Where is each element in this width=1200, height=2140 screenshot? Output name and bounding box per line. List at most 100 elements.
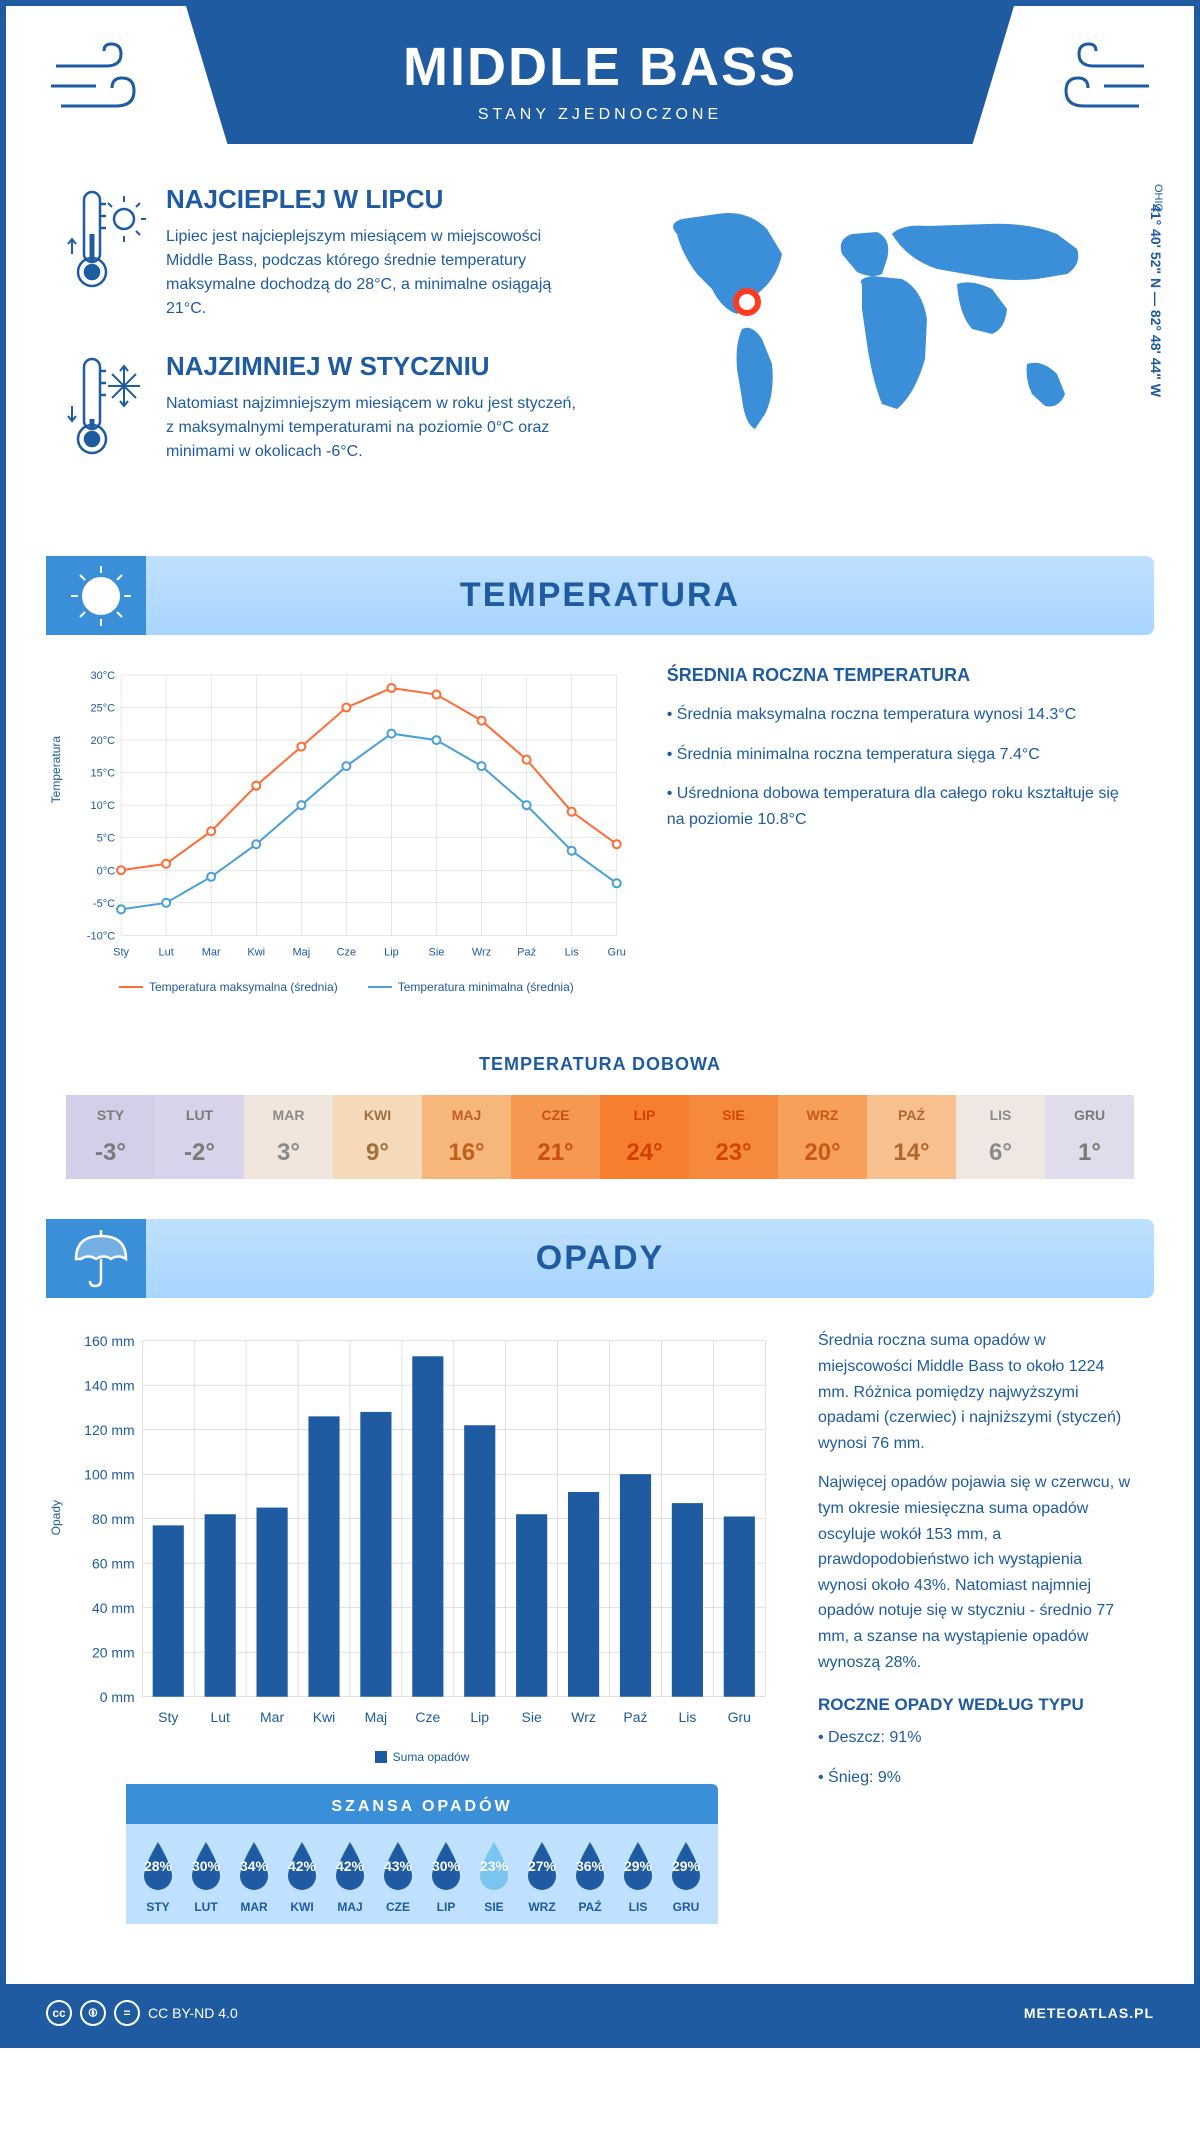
svg-text:5°C: 5°C [97,833,116,845]
svg-text:160 mm: 160 mm [84,1333,134,1349]
daily-cell: WRZ20° [778,1095,867,1179]
section-title-precipitation: OPADY [46,1239,1154,1278]
summary-item: • Średnia maksymalna roczna temperatura … [667,702,1134,728]
daily-cell: LIP24° [600,1095,689,1179]
drop-item: 30%LUT [184,1838,228,1914]
drop-item: 28%STY [136,1838,180,1914]
svg-text:Sty: Sty [158,1710,178,1726]
daily-cell: SIE23° [689,1095,778,1179]
temp-summary-heading: ŚREDNIA ROCZNA TEMPERATURA [667,665,1134,686]
drop-item: 36%PAŹ [568,1838,612,1914]
summary-item: • Średnia minimalna roczna temperatura s… [667,742,1134,768]
svg-text:Paź: Paź [517,946,536,958]
svg-text:60 mm: 60 mm [92,1556,135,1572]
svg-text:Wrz: Wrz [571,1710,596,1726]
page-subtitle: STANY ZJEDNOCZONE [186,106,1014,124]
cc-icon: cc [46,2000,72,2026]
sun-icon [66,561,136,631]
svg-text:Kwi: Kwi [313,1710,336,1726]
svg-text:Cze: Cze [337,946,357,958]
daily-cell: MAJ16° [422,1095,511,1179]
daily-cell: PAŹ14° [867,1095,956,1179]
fact-hot-title: NAJCIEPLEJ W LIPCU [166,184,580,215]
svg-text:Mar: Mar [260,1710,284,1726]
fact-cold-text: Natomiast najzimniejszym miesiącem w rok… [166,392,580,464]
daily-cell: KWI9° [333,1095,422,1179]
wind-icon [1034,36,1154,126]
svg-text:Sty: Sty [113,946,129,958]
svg-text:Lut: Lut [210,1710,230,1726]
svg-text:Sie: Sie [522,1710,542,1726]
drop-item: 43%CZE [376,1838,420,1914]
daily-temp-table: STY-3°LUT-2°MAR3°KWI9°MAJ16°CZE21°LIP24°… [66,1095,1134,1179]
drop-item: 30%LIP [424,1838,468,1914]
license-text: CC BY-ND 4.0 [148,2005,238,2021]
svg-text:40 mm: 40 mm [92,1600,135,1616]
svg-text:-10°C: -10°C [87,930,115,942]
svg-text:Lis: Lis [678,1710,696,1726]
precipitation-chart: Opady 0 mm20 mm40 mm60 mm80 mm100 mm120 … [66,1328,778,1764]
precip-type-heading: ROCZNE OPADY WEDŁUG TYPU [818,1695,1134,1715]
svg-text:Mar: Mar [202,946,221,958]
world-map [620,184,1134,464]
legend-item: Temperatura maksymalna (średnia) [119,980,338,994]
drops-header: SZANSA OPADÓW [126,1784,718,1824]
coordinates: 41° 40' 52" N — 82° 48' 44" W [1148,204,1164,397]
svg-text:Lut: Lut [158,946,173,958]
daily-temp-title: TEMPERATURA DOBOWA [6,1054,1194,1075]
license: cc 🅯 = CC BY-ND 4.0 [46,2000,238,2026]
fact-cold: NAJZIMNIEJ W STYCZNIU Natomiast najzimni… [66,351,580,466]
drop-item: 42%MAJ [328,1838,372,1914]
temperature-chart: Temperatura -10°C-5°C0°C5°C10°C15°C20°C2… [66,665,627,994]
by-icon: 🅯 [80,2000,106,2026]
section-title-temperature: TEMPERATURA [46,576,1154,615]
svg-text:100 mm: 100 mm [84,1467,134,1483]
wind-icon [46,36,166,126]
svg-text:Kwi: Kwi [247,946,265,958]
daily-cell: LIS6° [956,1095,1045,1179]
drops-row: 28%STY30%LUT34%MAR42%KWI42%MAJ43%CZE30%L… [126,1824,718,1924]
drop-item: 34%MAR [232,1838,276,1914]
svg-text:-5°C: -5°C [93,898,115,910]
footer: cc 🅯 = CC BY-ND 4.0 METEOATLAS.PL [6,1984,1194,2042]
svg-text:0 mm: 0 mm [100,1689,135,1705]
svg-text:Maj: Maj [292,946,310,958]
nd-icon: = [114,2000,140,2026]
chart-ylabel: Temperatura [49,736,63,803]
svg-text:30°C: 30°C [90,670,115,682]
drop-item: 29%GRU [664,1838,708,1914]
drop-item: 29%LIS [616,1838,660,1914]
umbrella-icon [66,1224,136,1294]
legend-precip-label: Suma opadów [393,1750,470,1764]
svg-text:Lis: Lis [565,946,580,958]
drops-title: SZANSA OPADÓW [126,1798,718,1816]
drop-item: 27%WRZ [520,1838,564,1914]
legend-min-label: Temperatura minimalna (średnia) [398,980,574,994]
svg-text:Paź: Paź [623,1710,647,1726]
svg-text:140 mm: 140 mm [84,1378,134,1394]
header: MIDDLE BASS STANY ZJEDNOCZONE [186,6,1014,144]
section-precipitation-header: OPADY [46,1219,1154,1298]
summary-item: • Uśredniona dobowa temperatura dla całe… [667,781,1134,832]
daily-cell: GRU1° [1045,1095,1134,1179]
svg-text:10°C: 10°C [90,800,115,812]
legend-item: Suma opadów [375,1750,470,1764]
fact-hot-text: Lipiec jest najcieplejszym miesiącem w m… [166,225,580,321]
chart-ylabel: Opady [49,1500,63,1535]
svg-text:Lip: Lip [470,1710,489,1726]
svg-text:Gru: Gru [728,1710,751,1726]
svg-text:Maj: Maj [365,1710,388,1726]
precip-summary-p1: Średnia roczna suma opadów w miejscowośc… [818,1328,1134,1456]
fact-hot: NAJCIEPLEJ W LIPCU Lipiec jest najcieple… [66,184,580,321]
svg-text:0°C: 0°C [97,865,116,877]
svg-text:Sie: Sie [429,946,445,958]
svg-text:20°C: 20°C [90,735,115,747]
daily-cell: LUT-2° [155,1095,244,1179]
daily-cell: STY-3° [66,1095,155,1179]
precip-type-item: • Deszcz: 91% [818,1725,1134,1751]
section-temperature-header: TEMPERATURA [46,556,1154,635]
precip-summary-p2: Najwięcej opadów pojawia się w czerwcu, … [818,1470,1134,1675]
location-marker-icon [736,291,758,313]
thermometer-cold-icon [66,351,146,461]
daily-cell: MAR3° [244,1095,333,1179]
